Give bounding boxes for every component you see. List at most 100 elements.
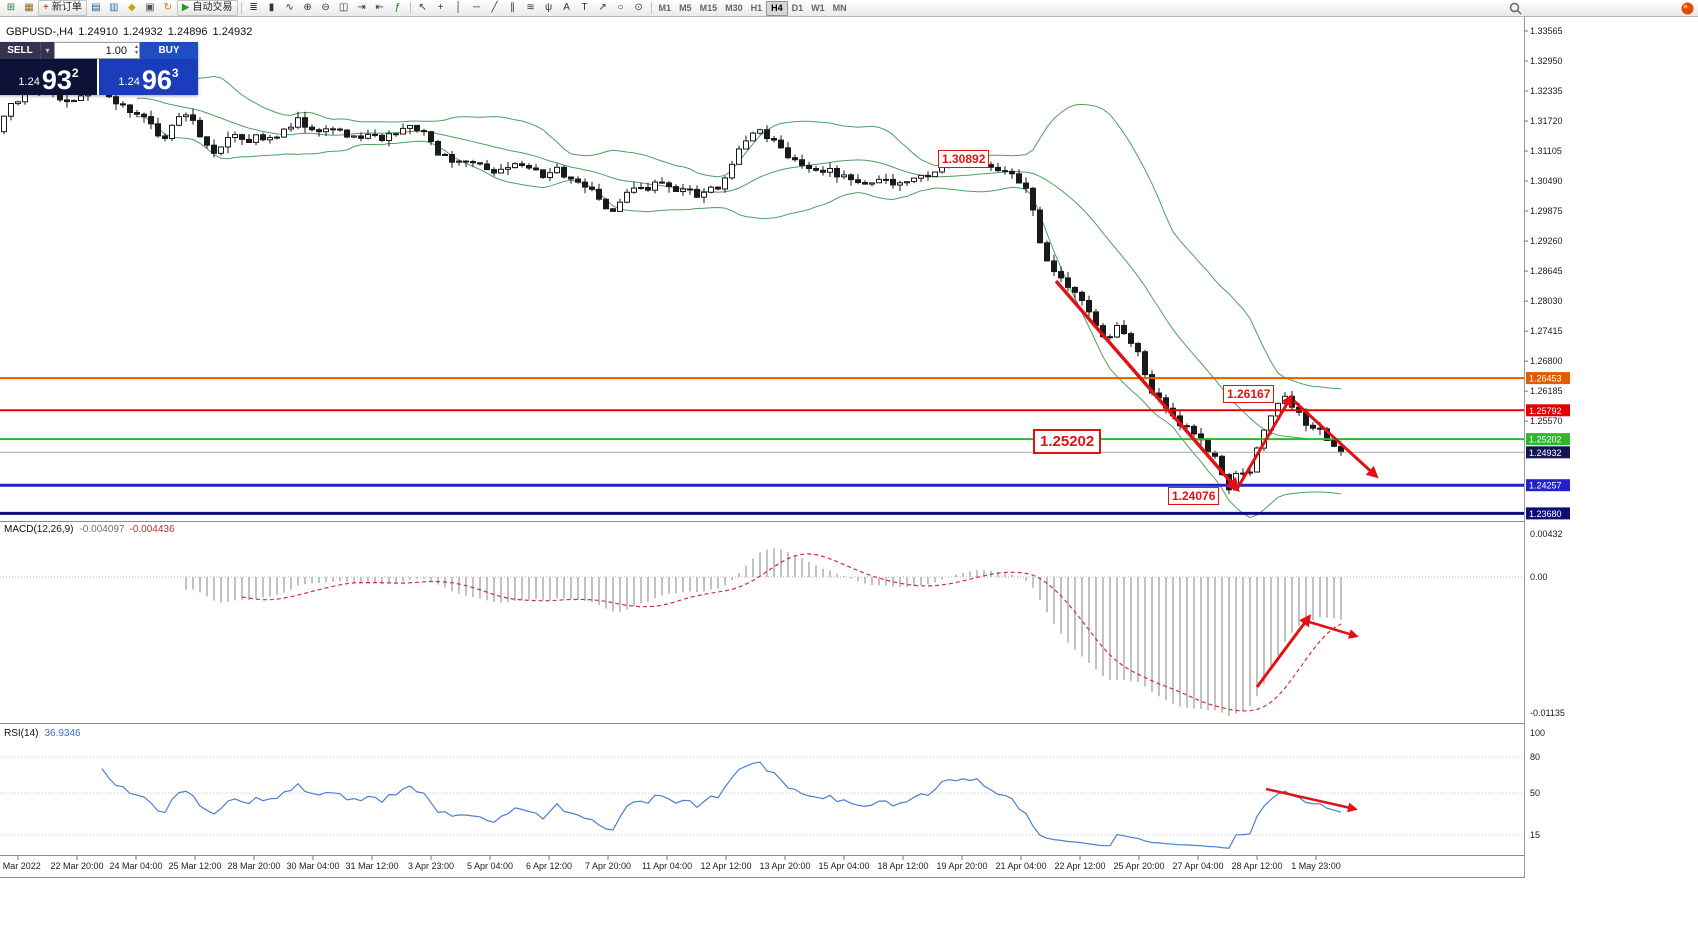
timeframe-d1-button[interactable]: D1 bbox=[791, 3, 804, 13]
data-window-button[interactable]: ▥ bbox=[109, 2, 119, 13]
trend-arrow[interactable] bbox=[1265, 787, 1358, 813]
macd-signal-value: -0.004436 bbox=[129, 524, 175, 535]
crosshair-button[interactable]: + bbox=[437, 2, 444, 13]
sell-price-prefix: 1.24 bbox=[18, 76, 40, 88]
terminal-button[interactable]: ▣ bbox=[145, 2, 155, 13]
time-label: 18 Apr 12:00 bbox=[877, 861, 928, 871]
metaeditor-button[interactable]: ↻ bbox=[163, 2, 173, 13]
auto-scroll-button[interactable]: ⇥ bbox=[357, 2, 366, 13]
zoom-in-button[interactable]: ⊕ bbox=[303, 2, 312, 13]
axis-label-1.25792 bbox=[1526, 404, 1570, 417]
time-label: 22 Mar 20:00 bbox=[50, 861, 103, 871]
app-badge-icon[interactable] bbox=[1681, 2, 1694, 20]
timeframe-h4-button[interactable]: H4 bbox=[766, 0, 788, 16]
zoom-out-button[interactable]: ⊖ bbox=[321, 2, 330, 13]
trend-arrow[interactable] bbox=[1255, 614, 1312, 688]
panel-borders bbox=[0, 521, 1570, 878]
svg-text:1.27415: 1.27415 bbox=[1530, 326, 1563, 336]
text-label-button[interactable]: T bbox=[581, 2, 588, 13]
tile-windows-button[interactable]: ◫ bbox=[338, 2, 349, 13]
candlestick-chart-button[interactable]: ▮ bbox=[268, 2, 275, 13]
price-annotation-1.26167[interactable]: 1.26167 bbox=[1223, 385, 1275, 403]
price-annotation-1.24076[interactable]: 1.24076 bbox=[1168, 487, 1220, 505]
time-label: 31 Mar 12:00 bbox=[345, 861, 398, 871]
chart-shift-button[interactable]: ⇤ bbox=[375, 2, 384, 13]
svg-text:1.32950: 1.32950 bbox=[1530, 56, 1563, 66]
fibonacci-button[interactable]: ≋ bbox=[526, 2, 535, 13]
time-label: 24 Mar 04:00 bbox=[109, 861, 162, 871]
price-axis: 1.33565 1.32950 1.32335 1.31720 1.31105 1.304… bbox=[1524, 17, 1698, 878]
autotrading-button[interactable]: ▶ 自动交易 bbox=[176, 0, 238, 16]
arrow-objects-button[interactable]: ↗ bbox=[598, 2, 607, 13]
trade-options-dropdown[interactable]: ▾ bbox=[40, 42, 54, 59]
channel-button[interactable]: ∥ bbox=[510, 2, 516, 13]
cycle-lines-button[interactable]: ⊙ bbox=[634, 2, 643, 13]
volume-input[interactable]: 1.00 ▴ ▾ bbox=[54, 42, 140, 59]
sell-price-pipette: 2 bbox=[71, 66, 79, 80]
svg-text:1.23680: 1.23680 bbox=[1529, 509, 1562, 519]
symbol-ohlc-info: GBPUSD-,H4 1.24910 1.24932 1.24896 1.24932 bbox=[6, 26, 257, 38]
text-button[interactable]: A bbox=[563, 2, 570, 13]
price-annotation-1.25202[interactable]: 1.25202 bbox=[1033, 429, 1102, 454]
new-order-button[interactable]: + 新订单 bbox=[38, 0, 87, 16]
navigator-button[interactable]: ◆ bbox=[127, 2, 136, 13]
shapes-button[interactable]: ○ bbox=[617, 2, 624, 13]
indicators-button[interactable]: ƒ bbox=[394, 2, 401, 13]
rsi-label: RSI(14) bbox=[4, 728, 39, 739]
cursor-button[interactable]: ↖ bbox=[418, 2, 427, 13]
search-icon[interactable] bbox=[1509, 2, 1522, 20]
one-click-trade-panel: SELL ▾ 1.00 ▴ ▾ BUY 1.24 93 2 1.24 96 3 bbox=[0, 42, 198, 95]
rsi-panel-layer: 100 80 50 15 bbox=[0, 728, 1545, 849]
svg-text:1.33565: 1.33565 bbox=[1530, 26, 1563, 36]
trend-arrow[interactable] bbox=[1305, 619, 1359, 639]
sell-price-button[interactable]: 1.24 93 2 bbox=[0, 59, 97, 95]
trend-annotations-layer bbox=[1054, 279, 1379, 813]
timeframe-m15-button[interactable]: M15 bbox=[699, 3, 718, 13]
svg-text:1.25570: 1.25570 bbox=[1530, 416, 1563, 426]
svg-text:1.26453: 1.26453 bbox=[1529, 374, 1562, 384]
trend-arrow[interactable] bbox=[1054, 279, 1240, 493]
andrews-pitchfork-button[interactable]: ψ bbox=[544, 2, 553, 13]
svg-text:1.28645: 1.28645 bbox=[1530, 266, 1563, 276]
time-label: 25 Apr 20:00 bbox=[1113, 861, 1164, 871]
candles-layer bbox=[1, 79, 1344, 495]
toolbar-separator bbox=[409, 2, 411, 14]
profiles-button[interactable]: ▦ bbox=[24, 2, 34, 13]
timeframe-w1-button[interactable]: W1 bbox=[811, 3, 825, 13]
vertical-line-button[interactable]: │ bbox=[455, 2, 462, 13]
sell-label[interactable]: SELL bbox=[0, 42, 40, 59]
trend-arrow[interactable] bbox=[1292, 399, 1379, 479]
time-label: 28 Apr 12:00 bbox=[1231, 861, 1282, 871]
rsi-value: 36.9346 bbox=[44, 728, 81, 739]
macd-header: MACD(12,26,9) -0.004097 -0.004436 bbox=[4, 524, 175, 535]
timeframe-m5-button[interactable]: M5 bbox=[679, 3, 692, 13]
buy-price-button[interactable]: 1.24 96 3 bbox=[99, 59, 198, 95]
trendline-button[interactable]: ╱ bbox=[491, 2, 498, 13]
timeframe-h1-button[interactable]: H1 bbox=[750, 3, 763, 13]
timeframe-m1-button[interactable]: M1 bbox=[658, 3, 672, 13]
new-chart-button[interactable]: ⊞ bbox=[6, 2, 16, 13]
timeframe-mn-button[interactable]: MN bbox=[832, 3, 847, 13]
line-chart-button[interactable]: ∿ bbox=[285, 2, 294, 13]
axis-label-1.26453 bbox=[1526, 372, 1570, 385]
market-watch-button[interactable]: ▤ bbox=[91, 2, 101, 13]
buy-label[interactable]: BUY bbox=[140, 42, 198, 59]
time-label: 6 Apr 12:00 bbox=[526, 861, 572, 871]
time-label: 21 Apr 04:00 bbox=[995, 861, 1046, 871]
timeframe-m30-button[interactable]: M30 bbox=[725, 3, 743, 13]
horizontal-line-button[interactable]: ─ bbox=[473, 2, 481, 13]
svg-text:1.26185: 1.26185 bbox=[1530, 386, 1563, 396]
volume-spinner[interactable]: ▴ ▾ bbox=[134, 44, 138, 56]
volume-value: 1.00 bbox=[105, 44, 127, 57]
macd-label: MACD(12,26,9) bbox=[4, 524, 74, 535]
svg-text:0.00432: 0.00432 bbox=[1530, 529, 1563, 539]
price-annotation-1.30892[interactable]: 1.30892 bbox=[938, 150, 990, 168]
bar-chart-button[interactable]: ≣ bbox=[249, 2, 258, 13]
trend-arrow[interactable] bbox=[1235, 393, 1293, 490]
svg-text:1.32335: 1.32335 bbox=[1530, 86, 1563, 96]
svg-text:15: 15 bbox=[1530, 830, 1540, 840]
svg-text:1.31105: 1.31105 bbox=[1530, 146, 1562, 156]
svg-text:50: 50 bbox=[1530, 788, 1540, 798]
axis-label-1.25202 bbox=[1526, 433, 1570, 446]
